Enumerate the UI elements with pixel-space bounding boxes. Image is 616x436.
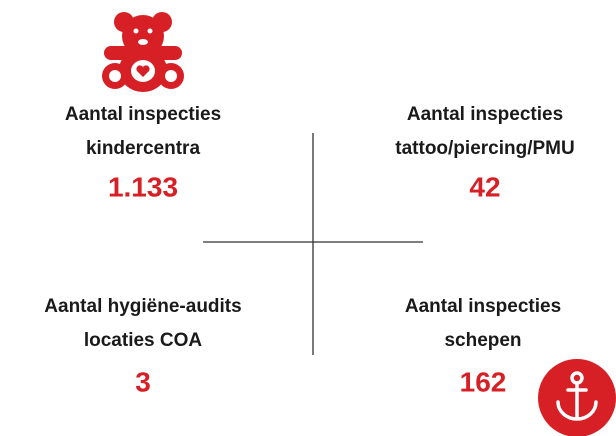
stat-label: kindercentra bbox=[86, 138, 200, 159]
anchor-icon bbox=[538, 359, 616, 436]
stat-label: Aantal inspecties bbox=[405, 296, 561, 317]
stat-label: locaties COA bbox=[84, 330, 203, 351]
stat-value: 162 bbox=[460, 366, 507, 397]
stat-value: 3 bbox=[135, 366, 151, 397]
stat-value: 42 bbox=[469, 171, 500, 202]
stat-label: Aantal hygiëne-audits bbox=[44, 296, 241, 317]
stat-value: 1.133 bbox=[108, 171, 178, 202]
stats: Aantal inspecties kindercentra 1.133 Aantal… bbox=[44, 104, 574, 397]
stat-label: Aantal inspecties bbox=[407, 104, 563, 125]
stat-label: schepen bbox=[444, 330, 521, 351]
stat-label: tattoo/piercing/PMU bbox=[395, 138, 574, 159]
stat-label: Aantal inspecties bbox=[65, 104, 221, 125]
teddy-bear-icon bbox=[102, 12, 184, 92]
